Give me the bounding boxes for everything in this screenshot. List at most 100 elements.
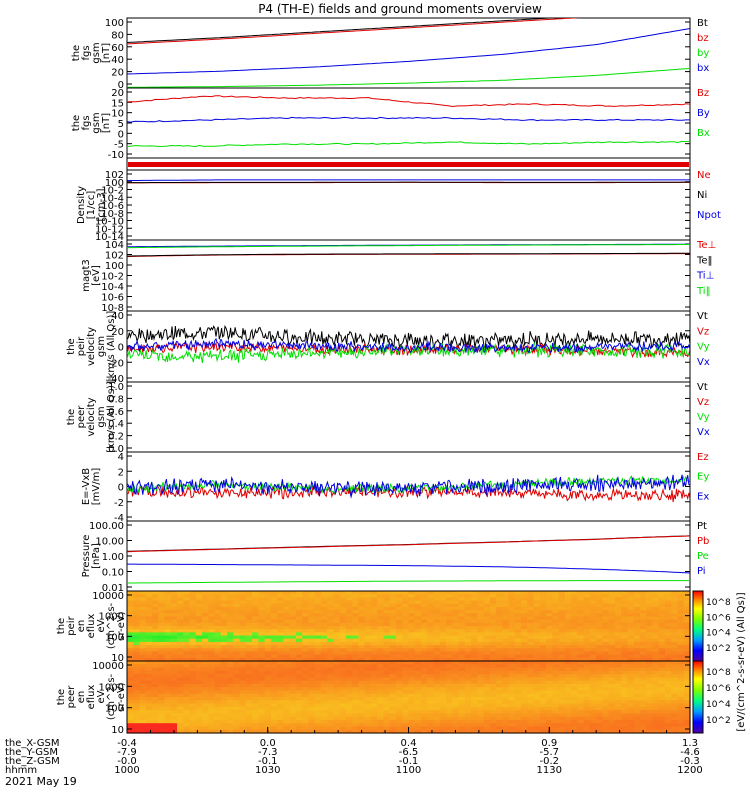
heatmap-cell [170,710,178,714]
heatmap-cell [164,706,172,711]
heatmap-cell [564,726,572,731]
heatmap-cell [239,683,247,688]
heatmap-cell [596,603,604,608]
legend-Npot: Npot [697,210,721,221]
ylabel-line: gsm [91,42,102,63]
heatmap-cell [683,719,691,724]
heatmap-cell [496,635,503,640]
heatmap-cell [189,697,197,701]
heatmap-cell [352,680,360,685]
series-line-Pb [127,535,690,553]
heatmap-cell [664,622,672,627]
heatmap-cell [208,706,216,711]
ytick-label: -2 [114,498,124,509]
heatmap-cell [270,629,278,633]
heatmap-cell [652,600,660,605]
heatmap-cell [683,700,691,705]
heatmap-cell [471,622,478,627]
heatmap-cell [633,654,641,659]
heatmap-cell [339,710,347,714]
heatmap-cell [283,613,291,618]
heatmap-cell [683,594,691,598]
heatmap-cell [258,661,266,665]
heatmap-cell [189,632,197,637]
heatmap-cell [227,626,234,630]
heatmap-cell [608,706,616,711]
heatmap-cell [439,638,447,643]
heatmap-cell [533,638,541,643]
heatmap-cell [464,703,472,708]
heatmap-cell [677,591,685,595]
heatmap-cell [521,632,528,637]
heatmap-cell [308,674,316,678]
heatmap-cell [333,670,341,675]
heatmap-cell [227,635,234,640]
heatmap-cell [458,664,466,669]
heatmap-cell [577,726,585,731]
heatmap-cell [208,677,216,682]
heatmap-cell [489,622,497,627]
heatmap-cell [327,606,335,611]
heatmap-cell [471,635,478,640]
heatmap-cell [289,606,297,611]
heatmap-cell [227,703,234,708]
heatmap-cell [414,680,422,685]
heatmap-cell [345,638,353,643]
heatmap-cell [508,690,516,695]
heatmap-cell [608,638,616,643]
heatmap-cell [439,606,447,611]
heatmap-cell [646,600,654,605]
heatmap-cell [664,690,672,695]
colorbar-label: [eV/(cm^2-s-sr-eV) (All Qs)] [736,592,747,731]
heatmap-cell [658,635,666,640]
heatmap-cell [602,726,610,731]
heatmap-cell [314,670,322,675]
heatmap-cell [183,635,191,640]
heatmap-cell [264,687,272,692]
heatmap-cell [433,706,441,711]
heatmap-cell [608,667,616,672]
heatmap-cell [389,626,397,630]
heatmap-cell [633,638,641,643]
heatmap-cell [127,716,134,721]
heatmap-cell [427,603,435,608]
heatmap-cell [471,690,478,695]
heatmap-cell [527,622,535,627]
heatmap-cell [208,664,216,669]
heatmap-cell [264,619,272,624]
heatmap-cell [621,710,629,714]
heatmap-cell [583,597,591,602]
heatmap-cell [364,619,372,624]
heatmap-cell [152,661,159,665]
heatmap-cell [383,693,391,698]
heatmap-cell [514,591,522,595]
heatmap-cell [164,638,172,643]
heatmap-cell [558,670,566,675]
heatmap-cell [264,683,272,688]
heatmap-cell [602,606,610,611]
heatmap-cell [489,661,497,665]
heatmap-cell [414,651,422,656]
heatmap-cell [352,674,360,678]
heatmap-cell [220,610,228,614]
heatmap-cell [564,622,572,627]
heatmap-cell [521,661,528,665]
heatmap-cell [170,645,178,649]
heatmap-cell [308,697,316,701]
heatmap-cell [133,622,141,627]
heatmap-cell [308,723,316,728]
heatmap-cell [208,613,216,618]
heatmap-cell [170,629,178,633]
heatmap-cell [646,729,654,734]
heatmap-cell [439,632,447,637]
heatmap-cell [127,693,134,698]
heatmap-cell [220,600,228,605]
heatmap-cell [427,661,435,665]
heatmap-cell [446,726,453,731]
heatmap-cell [452,594,460,598]
heatmap-cell [408,619,416,624]
heatmap-cell [539,729,547,734]
heatmap-cell [433,723,441,728]
heatmap-cell [364,648,372,653]
ytick-label: 102 [105,170,124,181]
